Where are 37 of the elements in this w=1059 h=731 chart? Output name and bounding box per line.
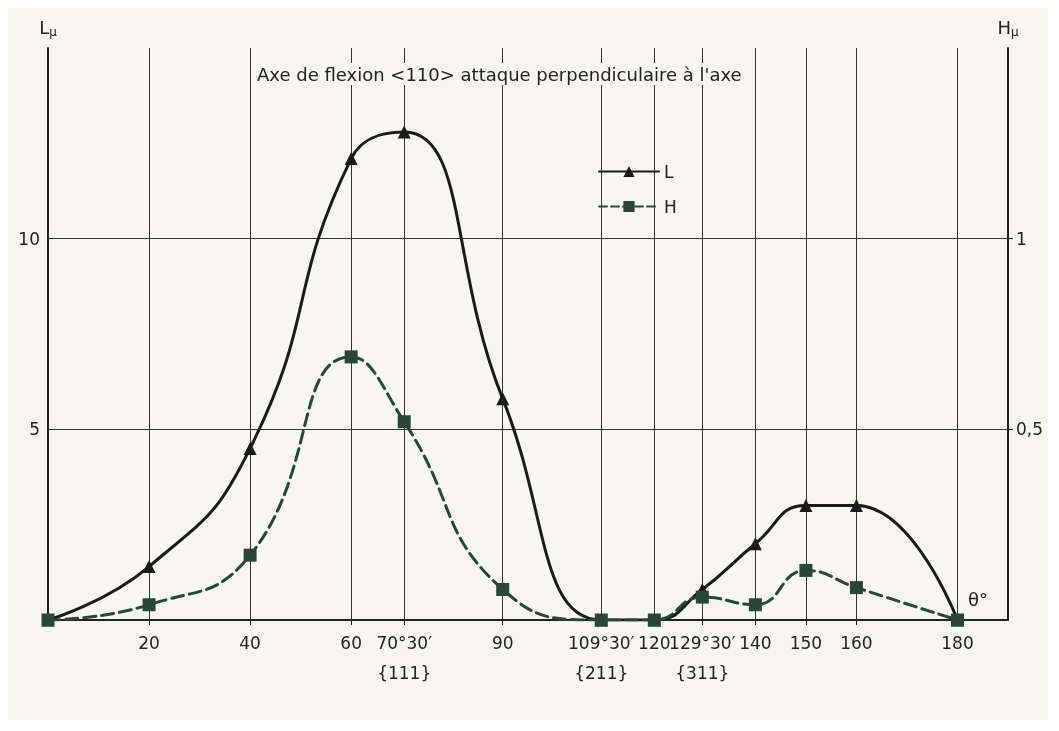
text: Axe de flexion <110> attaque perpendiculaire à l'axe: [257, 63, 742, 85]
x-tick-label: 20: [138, 633, 160, 653]
point: [142, 560, 156, 574]
x-tick-label: 60: [340, 633, 362, 653]
point: [496, 582, 510, 596]
x-tick-label: 40: [239, 633, 261, 653]
point: [799, 499, 813, 513]
x-tick-label: 150: [789, 633, 823, 653]
x-tick-label: 140: [739, 633, 772, 653]
y-tick-label: 5: [29, 419, 40, 440]
y2-tick-label: 0,5: [1016, 419, 1044, 440]
point: [243, 441, 257, 455]
x-tick-label: 120: [638, 633, 671, 653]
x-tick-label: 180: [941, 633, 974, 653]
point: [243, 548, 257, 562]
x-tick-label: 70°30′ {111}: [376, 633, 433, 683]
point: [849, 499, 863, 513]
x-tick-label: 129°30′ {311}: [669, 633, 736, 683]
point: [799, 563, 813, 577]
y2-tick-label: 1: [1016, 228, 1027, 249]
legend-label: H: [664, 196, 677, 217]
point: [142, 598, 156, 612]
y-tick-label: 10: [18, 228, 40, 249]
point: [496, 392, 510, 406]
point: [397, 415, 411, 429]
point: [344, 350, 358, 364]
point: [344, 152, 358, 166]
point: [748, 537, 762, 551]
legend-label: L: [664, 161, 674, 182]
point: [849, 581, 863, 595]
point: [397, 125, 411, 139]
x-axis-title: θ°: [967, 588, 988, 610]
point: [695, 590, 709, 604]
x-tick-label: 160: [840, 633, 873, 653]
x-tick-label: 90: [491, 633, 514, 653]
x-tick-label: 109°30′ {211}: [568, 633, 635, 683]
point: [748, 598, 762, 612]
